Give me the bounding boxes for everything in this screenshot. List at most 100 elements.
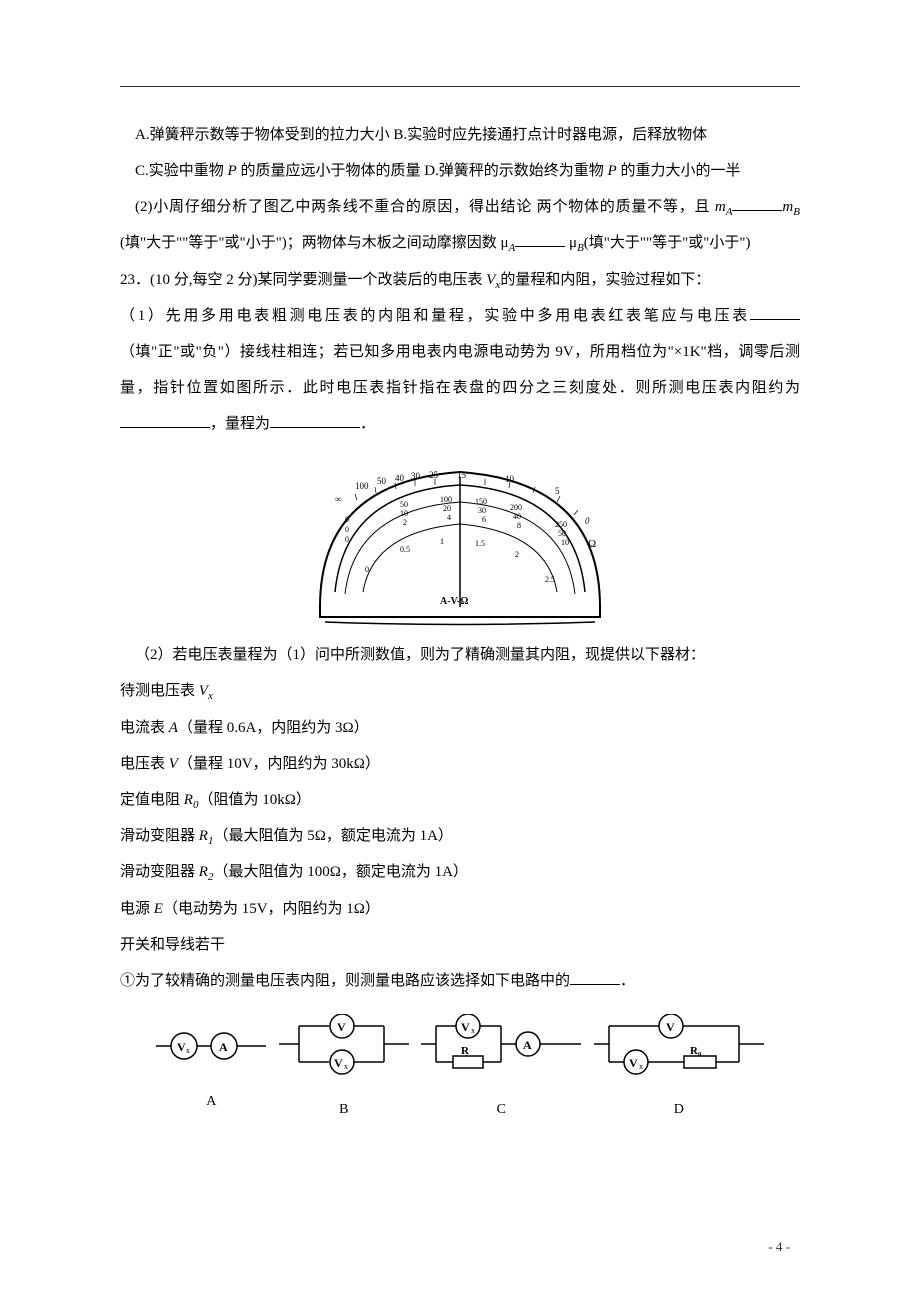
e1v: V — [199, 683, 208, 699]
equip-7: 电源 E（电动势为 15V，内阻约为 1Ω） — [120, 891, 800, 927]
opt-d-rest: 的重力大小的一半 — [617, 163, 741, 179]
mid-50: 50 — [400, 500, 408, 509]
mid-20: 20 — [443, 504, 451, 513]
e6b: （最大阻值为 100Ω，额定电流为 1A） — [213, 864, 467, 880]
mid-8: 8 — [517, 521, 521, 530]
scale-100: 100 — [355, 481, 369, 491]
e6a: 滑动变阻器 — [120, 864, 199, 880]
svg-text:A: A — [523, 1038, 532, 1052]
equip-1: 待测电压表 Vx — [120, 673, 800, 709]
label-b: B — [279, 1093, 409, 1127]
svg-text:x: x — [186, 1046, 190, 1055]
scale-30: 30 — [411, 471, 421, 481]
mid-0a: 0 — [345, 515, 349, 524]
svg-text:x: x — [344, 1062, 348, 1071]
mid-40: 40 — [513, 512, 521, 521]
q23-1b: （填"正"或"负"）接线柱相连；若已知多用电表内电源电动势为 9V，所用档位为"… — [120, 344, 800, 396]
sub-question-1: ①为了较精确的测量电压表内阻，则测量电路应该选择如下电路中的． — [120, 963, 800, 999]
mid-10b: 10 — [561, 538, 569, 547]
e1a: 待测电压表 — [120, 683, 199, 699]
mid-0b: 0 — [345, 525, 349, 534]
bot-05: 0.5 — [400, 545, 410, 554]
q2-paren2: (填"大于""等于"或"小于") — [584, 235, 751, 251]
label-c: C — [421, 1093, 581, 1127]
e3b: （量程 10V，内阻约为 30kΩ） — [178, 756, 380, 772]
mid-30: 30 — [478, 506, 486, 515]
svg-text:A: A — [219, 1040, 228, 1054]
scale-15: 15 — [457, 470, 467, 480]
q23-1d: ． — [360, 416, 375, 432]
bot-1: 1 — [440, 537, 444, 546]
omega-label: Ω — [588, 538, 596, 550]
equip-5: 滑动变阻器 R1（最大阻值为 5Ω，额定电流为 1A） — [120, 818, 800, 854]
scale-40: 40 — [395, 473, 405, 483]
multimeter-figure: ∞ 100 50 40 30 25 15 10 5 0 Ω 0 0 0 50 1… — [120, 452, 800, 627]
q23-1c: ，量程为 — [210, 416, 270, 432]
svg-text:R₀: R₀ — [690, 1045, 702, 1057]
question-23-1: （1）先用多用电表粗测电压表的内阻和量程，实验中多用电表红表笔应与电压表 （填"正… — [120, 298, 800, 442]
q23-rest: 的量程和内阻，实验过程如下： — [500, 272, 710, 288]
mid-250: 250 — [555, 520, 567, 529]
svg-text:V: V — [666, 1020, 675, 1034]
mid-150: 150 — [475, 497, 487, 506]
e3a: 电压表 — [120, 756, 169, 772]
mid-50b: 50 — [558, 529, 566, 538]
e4a: 定值电阻 — [120, 792, 184, 808]
sub-a: A — [726, 206, 733, 218]
e5a: 滑动变阻器 — [120, 828, 199, 844]
scale-inf: ∞ — [335, 494, 341, 504]
equip-6: 滑动变阻器 R2（最大阻值为 100Ω，额定电流为 1A） — [120, 854, 800, 890]
label-d: D — [594, 1093, 764, 1127]
svg-text:V: V — [461, 1020, 470, 1034]
var-ma: m — [715, 199, 726, 215]
equip-3: 电压表 V（量程 10V，内阻约为 30kΩ） — [120, 746, 800, 782]
sub-b: B — [793, 206, 800, 218]
scale-50: 50 — [377, 476, 387, 486]
blank-6 — [570, 969, 620, 985]
question-23-2: （2）若电压表量程为（1）问中所测数值，则为了精确测量其内阻，现提供以下器材： — [120, 637, 800, 673]
q2-intro: (2)小周仔细分析了图乙中两条线不重合的原因，得出结论 两个物体的质量不等，且 — [135, 199, 715, 215]
svg-text:V: V — [177, 1040, 186, 1054]
svg-text:R: R — [461, 1045, 470, 1057]
svg-text:x: x — [471, 1026, 475, 1035]
var-p1: P — [228, 163, 237, 179]
blank-3 — [750, 304, 800, 320]
meter-label: A-V-Ω — [440, 596, 468, 607]
e4b: （阻值为 10kΩ） — [198, 792, 310, 808]
circuit-c: Vx R A C — [421, 1014, 581, 1127]
equip-4: 定值电阻 R0（阻值为 10kΩ） — [120, 782, 800, 818]
svg-text:V: V — [629, 1056, 638, 1070]
blank-2 — [515, 231, 565, 247]
sub-a2: A — [509, 242, 516, 254]
q2-paren: (填"大于""等于"或"小于")；两物体与木板之间动摩擦因数 μ — [120, 235, 509, 251]
svg-text:V: V — [337, 1020, 346, 1034]
var-p2: P — [608, 163, 617, 179]
svg-text:x: x — [639, 1062, 643, 1071]
e5R: R — [199, 828, 208, 844]
e6R: R — [199, 864, 208, 880]
q23-1: （1）先用多用电表粗测电压表的内阻和量程，实验中多用电表红表笔应与电压表 — [120, 308, 750, 324]
e2A: A — [169, 720, 178, 736]
circuit-b: V Vx B — [279, 1014, 409, 1127]
scale-25: 25 — [429, 470, 439, 480]
label-a: A — [156, 1085, 266, 1119]
equip-2: 电流表 A（量程 0.6A，内阻约为 3Ω） — [120, 710, 800, 746]
mid-10: 10 — [400, 509, 408, 518]
blank-5 — [270, 412, 360, 428]
circuit-options: Vx A A V Vx B Vx — [150, 1014, 770, 1127]
e7b: （电动势为 15V，内阻约为 1Ω） — [163, 901, 380, 917]
circuit-d: V Vx R₀ D — [594, 1014, 764, 1127]
sub-b2: B — [577, 242, 584, 254]
e3V: V — [169, 756, 178, 772]
blank-4 — [120, 412, 210, 428]
scale-0: 0 — [585, 516, 590, 526]
mid-0c: 0 — [345, 535, 349, 544]
bot-15: 1.5 — [475, 539, 485, 548]
option-line-cd: C.实验中重物 P 的质量应远小于物体的质量 D.弹簧秤的示数始终为重物 P 的… — [120, 153, 800, 189]
scale-5: 5 — [555, 486, 560, 496]
svg-text:V: V — [334, 1056, 343, 1070]
mid-6: 6 — [482, 515, 486, 524]
page-number: - 4 - — [768, 1231, 790, 1262]
e2a: 电流表 — [120, 720, 169, 736]
e5b: （最大阻值为 5Ω，额定电流为 1A） — [213, 828, 452, 844]
